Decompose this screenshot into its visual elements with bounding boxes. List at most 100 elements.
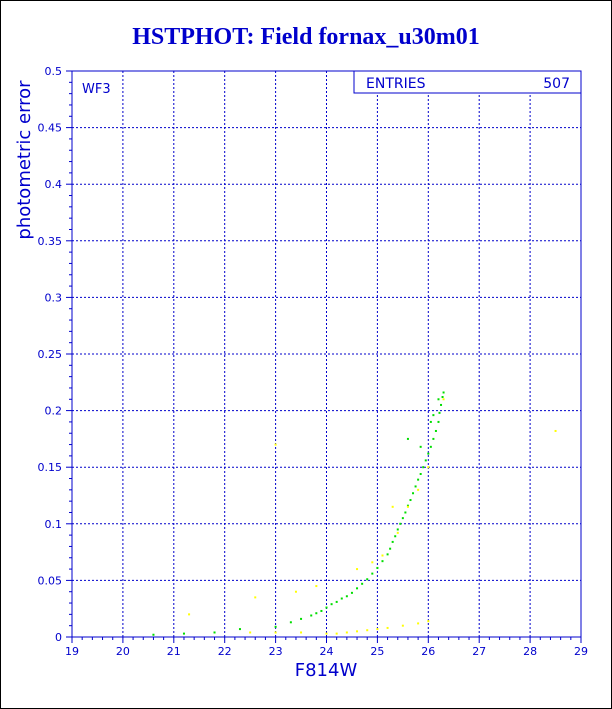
yellow-data-point [325, 632, 328, 635]
yellow-data-point [376, 628, 379, 631]
y-tick-label: 0.5 [45, 65, 63, 78]
green-data-point [366, 578, 369, 581]
yellow-data-point [300, 631, 303, 634]
y-tick-label: 0.05 [38, 574, 63, 587]
green-data-point [345, 595, 348, 598]
x-tick-label: 20 [116, 645, 130, 658]
green-data-point [350, 591, 353, 594]
yellow-data-point [315, 585, 318, 588]
x-axis-label: F814W [295, 660, 358, 681]
green-data-point [330, 603, 333, 606]
green-data-point [437, 398, 440, 401]
yellow-data-point [406, 505, 409, 508]
yellow-data-point [417, 488, 420, 491]
green-data-point [386, 553, 389, 556]
yellow-data-point [371, 561, 374, 564]
yellow-data-point [391, 505, 394, 508]
green-data-point [289, 621, 292, 624]
yellow-data-point [396, 531, 399, 534]
data-points [152, 391, 557, 636]
green-data-point [381, 560, 384, 563]
y-tick-label: 0.4 [45, 178, 63, 191]
green-data-point [414, 485, 417, 488]
green-data-point [432, 414, 435, 417]
green-data-point [419, 472, 422, 475]
green-data-point [422, 466, 425, 469]
yellow-data-point [417, 622, 420, 625]
yellow-data-point [254, 596, 257, 599]
y-tick-label: 0.15 [38, 461, 63, 474]
green-data-point [361, 582, 364, 585]
green-data-point [424, 459, 427, 462]
yellow-data-point [386, 626, 389, 629]
green-data-point [419, 445, 422, 448]
green-data-point [182, 632, 185, 635]
green-data-point [440, 403, 443, 406]
x-tick-label: 22 [218, 645, 232, 658]
green-data-point [340, 597, 343, 600]
yellow-data-point [294, 590, 297, 593]
yellow-data-point [427, 620, 430, 623]
x-tick-label: 19 [65, 645, 79, 658]
y-tick-label: 0.2 [45, 405, 63, 418]
green-data-point [401, 517, 404, 520]
x-tick-label: 24 [320, 645, 334, 658]
green-data-point [335, 600, 338, 603]
green-data-point [389, 547, 392, 550]
yellow-data-point [249, 631, 252, 634]
yellow-data-point [188, 613, 191, 616]
stats-entries-value: 507 [543, 76, 570, 92]
yellow-data-point [335, 632, 338, 635]
stats-box-frame [353, 70, 582, 94]
stats-entries-label: ENTRIES [366, 76, 426, 92]
yellow-data-point [381, 554, 384, 557]
green-data-point [399, 522, 402, 525]
x-tick-label: 21 [167, 645, 181, 658]
y-axis-label: photometric error [14, 80, 35, 240]
green-data-point [394, 535, 397, 538]
yellow-data-point [274, 631, 277, 634]
yellow-data-point [356, 568, 359, 571]
y-tick-label: 0 [55, 631, 62, 644]
axis-ticks: 19 20 21 22 23 24 25 26 27 28 29 0 0.05 0.1 0.15 0.2 0.2… [38, 65, 589, 658]
yellow-data-point [554, 429, 557, 432]
green-data-point [152, 633, 155, 636]
grid-lines [72, 71, 581, 637]
yellow-data-point [274, 443, 277, 446]
x-tick-label: 29 [574, 645, 588, 658]
x-tick-label: 28 [523, 645, 537, 658]
green-data-point [429, 445, 432, 448]
green-data-point [238, 628, 241, 631]
green-data-point [396, 528, 399, 531]
green-data-point [417, 478, 420, 481]
green-data-point [315, 612, 318, 615]
green-data-point [213, 631, 216, 634]
green-data-point [432, 437, 435, 440]
green-data-point [310, 614, 313, 617]
y-tick-label: 0.35 [38, 235, 63, 248]
y-tick-label: 0.25 [38, 348, 63, 361]
green-data-point [356, 587, 359, 590]
field-annotation: WF3 [82, 82, 111, 97]
x-tick-label: 26 [421, 645, 435, 658]
y-tick-label: 0.1 [45, 518, 63, 531]
chart-title: HSTPHOT: Field fornax_u30m01 [132, 24, 480, 50]
x-tick-label: 25 [370, 645, 384, 658]
green-data-point [434, 429, 437, 432]
green-data-point [320, 609, 323, 612]
yellow-data-point [442, 398, 445, 401]
green-data-point [406, 437, 409, 440]
y-tick-label: 0.45 [38, 122, 63, 135]
green-data-point [404, 511, 407, 514]
y-tick-label: 0.3 [45, 291, 63, 304]
green-data-point [412, 492, 415, 495]
green-data-point [429, 420, 432, 423]
yellow-data-point [366, 629, 369, 632]
green-data-point [409, 499, 412, 502]
green-data-point [371, 572, 374, 575]
stats-box: ENTRIES 507 [353, 70, 582, 94]
x-tick-label: 27 [472, 645, 486, 658]
green-data-point [427, 452, 430, 455]
green-data-point [325, 606, 328, 609]
green-data-point [300, 617, 303, 620]
